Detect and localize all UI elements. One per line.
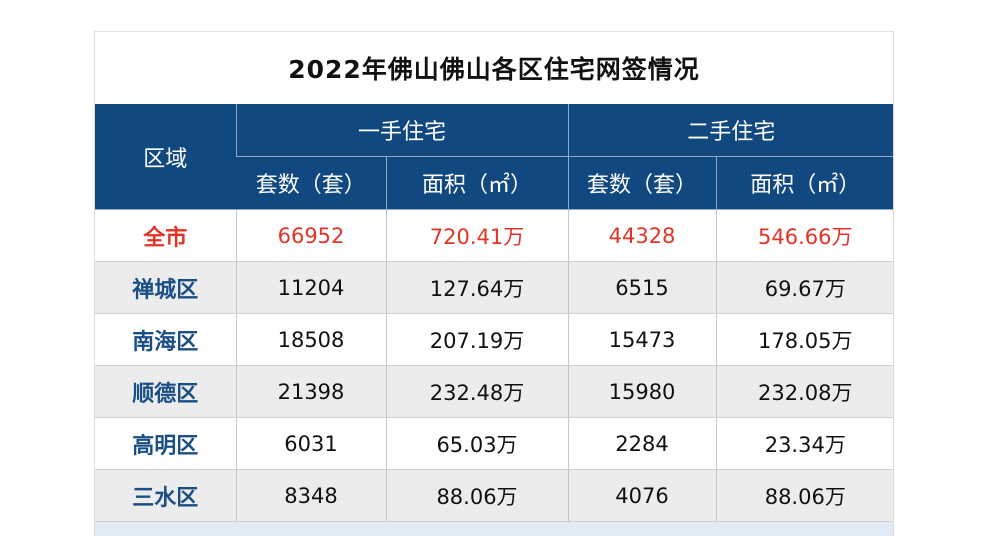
cell-used-count: 2284	[567, 417, 717, 470]
cell-new-area: 207.19万	[385, 313, 569, 366]
table-row-total: 全市 66952 720.41万 44328 546.66万	[95, 209, 893, 262]
cell-new-area: 88.06万	[385, 469, 569, 522]
cell-used-area: 23.34万	[715, 417, 893, 470]
cell-new-count: 11204	[235, 261, 386, 314]
header-used-housing: 二手住宅	[567, 104, 893, 157]
cell-new-count: 18508	[235, 313, 386, 366]
cell-new-area: 127.64万	[385, 261, 569, 314]
cell-region: 三水区	[95, 469, 236, 522]
table-row: 高明区 6031 65.03万 2284 23.34万	[95, 417, 893, 470]
cell-new-area: 232.48万	[385, 365, 569, 418]
cell-new-count: 6031	[235, 417, 386, 470]
cell-region: 顺德区	[95, 365, 236, 418]
table-row: 顺德区 21398 232.48万 15980 232.08万	[95, 365, 893, 418]
cell-used-area: 546.66万	[715, 209, 893, 262]
cell-new-area: 65.03万	[385, 417, 569, 470]
cell-new-count: 66952	[235, 209, 386, 262]
header-new-housing: 一手住宅	[235, 104, 569, 157]
header-new-area: 面积（㎡）	[385, 156, 569, 210]
header-region: 区域	[95, 104, 236, 210]
housing-table: 区域 一手住宅 二手住宅 套数（套） 面积（㎡） 套数（套） 面积（㎡） 全市 …	[95, 104, 893, 522]
cell-new-count: 8348	[235, 469, 386, 522]
table-row: 南海区 18508 207.19万 15473 178.05万	[95, 313, 893, 366]
cell-used-area: 232.08万	[715, 365, 893, 418]
cell-used-area: 69.67万	[715, 261, 893, 314]
table-row: 三水区 8348 88.06万 4076 88.06万	[95, 469, 893, 522]
cell-region: 全市	[95, 209, 236, 262]
header-row-groups: 区域 一手住宅 二手住宅	[95, 104, 893, 210]
header-row-metrics: 套数（套） 面积（㎡） 套数（套） 面积（㎡）	[95, 156, 893, 210]
footer-bar	[95, 522, 893, 536]
cell-new-count: 21398	[235, 365, 386, 418]
data-table-card: 2022年佛山佛山各区住宅网签情况 区域 一手住宅 二手住宅 套数（套） 面积（…	[94, 31, 894, 536]
cell-region: 南海区	[95, 313, 236, 366]
cell-region: 禅城区	[95, 261, 236, 314]
table-title: 2022年佛山佛山各区住宅网签情况	[288, 55, 700, 84]
header-used-area: 面积（㎡）	[715, 156, 893, 210]
cell-region: 高明区	[95, 417, 236, 470]
cell-new-area: 720.41万	[385, 209, 569, 262]
header-new-count: 套数（套）	[236, 156, 386, 210]
cell-used-count: 6515	[567, 261, 717, 314]
cell-used-count: 4076	[567, 469, 717, 522]
cell-used-count: 15473	[567, 313, 717, 366]
cell-used-area: 88.06万	[715, 469, 893, 522]
table-row: 禅城区 11204 127.64万 6515 69.67万	[95, 261, 893, 314]
cell-used-count: 44328	[567, 209, 717, 262]
header-used-count: 套数（套）	[567, 156, 717, 210]
cell-used-area: 178.05万	[715, 313, 893, 366]
cell-used-count: 15980	[567, 365, 717, 418]
